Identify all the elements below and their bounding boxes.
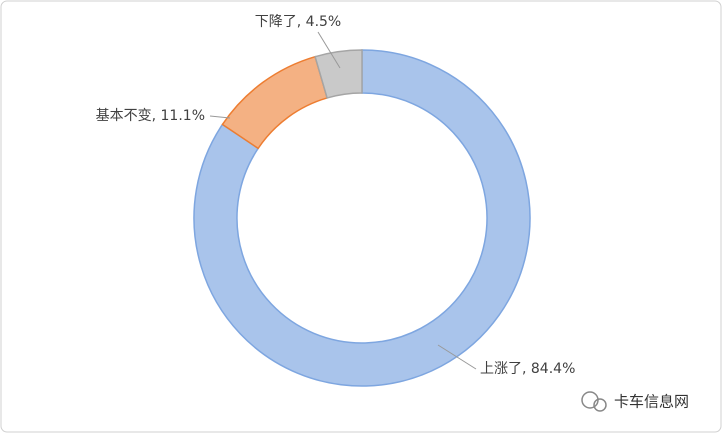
watermark-icon: [581, 391, 607, 412]
watermark: 卡车信息网: [614, 393, 689, 411]
leader-line: [209, 115, 231, 119]
donut-segment: [314, 49, 363, 99]
data-label: 下降了, 4.5%: [255, 14, 341, 30]
leader-line: [317, 31, 341, 69]
leader-line: [437, 344, 477, 370]
data-label: 基本不变, 11.1%: [96, 107, 205, 124]
data-label: 上涨了, 84.4%: [480, 361, 575, 377]
donut-segment: [193, 49, 531, 387]
